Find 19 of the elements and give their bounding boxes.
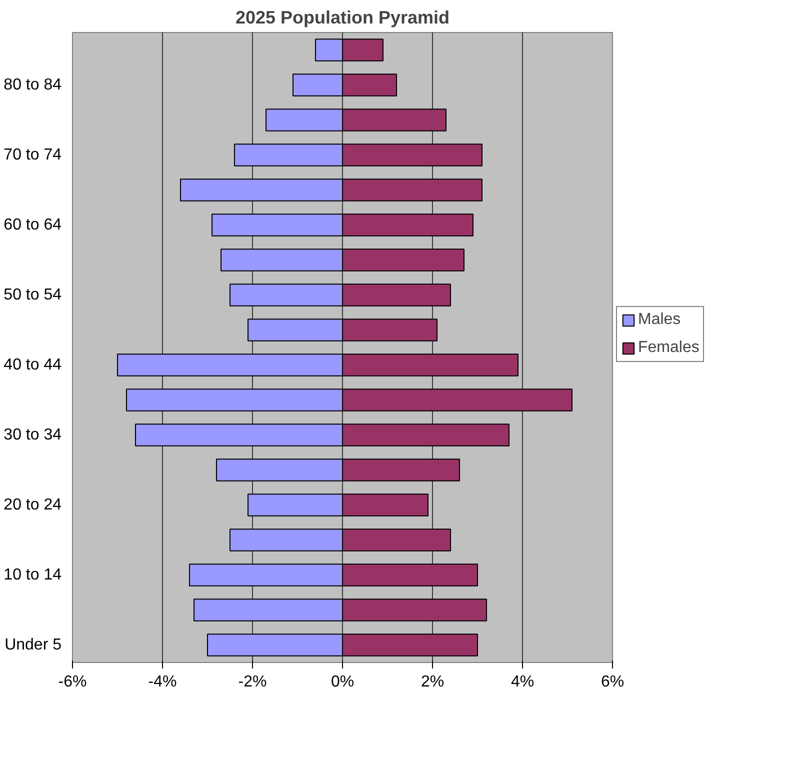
y-tick-label: 40 to 44 xyxy=(4,356,62,374)
x-tick-label: -6% xyxy=(58,674,87,690)
y-tick-label: 80 to 84 xyxy=(4,76,62,94)
y-tick-label: 10 to 14 xyxy=(4,566,62,584)
y-tick-label: 50 to 54 xyxy=(4,286,62,304)
x-tick-label: 6% xyxy=(600,674,624,690)
x-tick-label: 0% xyxy=(330,674,354,690)
y-tick-label: Under 5 xyxy=(4,636,62,654)
y-tick-label: 60 to 64 xyxy=(4,216,62,234)
y-tick-label: 20 to 24 xyxy=(4,496,62,514)
x-tick-label: -2% xyxy=(238,674,267,690)
x-tick-label: 2% xyxy=(420,674,444,690)
x-tick-label: -4% xyxy=(148,674,177,690)
legend-label: Males xyxy=(638,311,681,329)
y-tick-label: 30 to 34 xyxy=(4,426,62,444)
y-tick-label: 70 to 74 xyxy=(4,146,62,164)
x-tick-label: 4% xyxy=(510,674,534,690)
chart-title: 2025 Population Pyramid xyxy=(235,8,450,28)
legend-label: Females xyxy=(638,339,700,357)
